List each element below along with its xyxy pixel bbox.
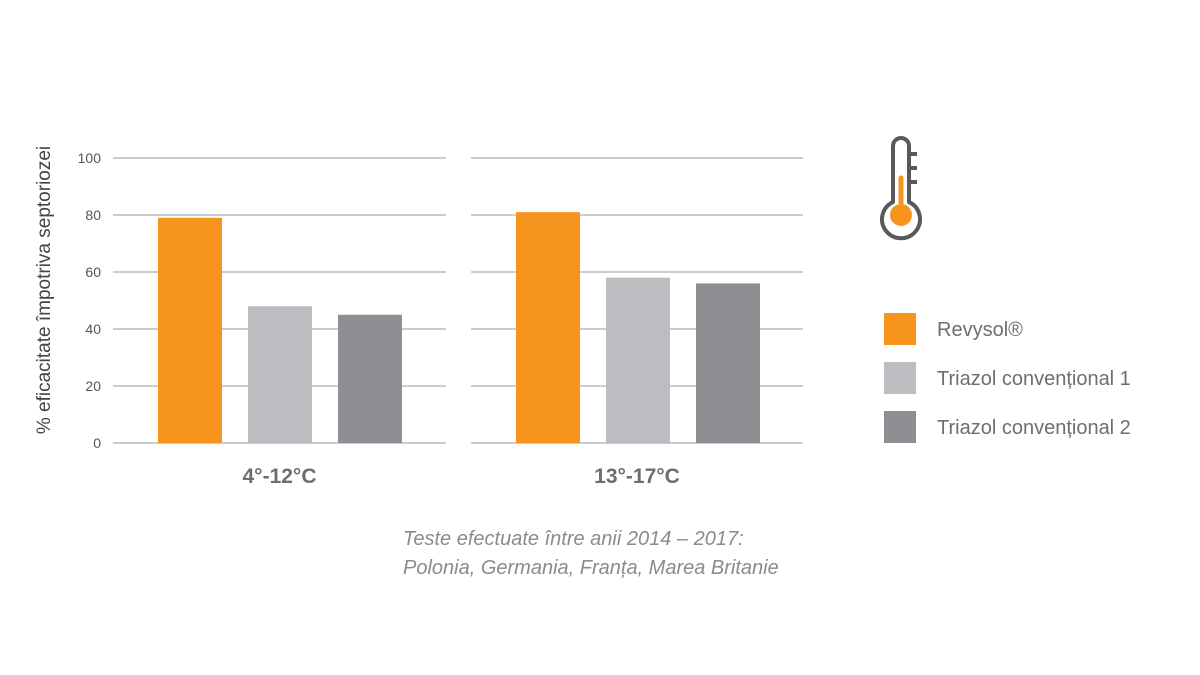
legend-swatch — [884, 362, 916, 394]
legend-label: Revysol® — [937, 319, 1023, 341]
bar — [248, 306, 312, 443]
y-tick-label: 80 — [85, 207, 101, 223]
y-tick-label: 60 — [85, 264, 101, 280]
category-label: 4°-12°C — [243, 465, 317, 488]
bar — [696, 283, 760, 443]
note-line-2: Polonia, Germania, Franța, Marea Britani… — [403, 557, 779, 579]
legend-label: Triazol convențional 2 — [937, 417, 1131, 439]
legend-swatch — [884, 411, 916, 443]
category-label: 13°-17°C — [594, 465, 680, 488]
bar — [606, 277, 670, 443]
y-tick-label: 0 — [93, 435, 101, 451]
chart-panels: 4°-12°C 13°-17°C — [113, 157, 803, 488]
y-tick-label: 20 — [85, 378, 101, 394]
y-tick-label: 100 — [78, 150, 102, 166]
bar — [158, 217, 222, 443]
bar — [516, 212, 580, 443]
legend-swatch — [884, 313, 916, 345]
note-line-1: Teste efectuate între anii 2014 – 2017: — [403, 528, 744, 550]
y-axis-title: % eficacitate împotriva septoriozei — [34, 146, 55, 434]
thermometer-icon — [880, 136, 922, 241]
y-tick-label: 40 — [85, 321, 101, 337]
legend-label: Triazol convențional 1 — [937, 368, 1131, 390]
legend: Revysol® Triazol convențional 1 Triazol co… — [884, 313, 1131, 443]
y-axis-ticks: 0 20 40 60 80 100 — [78, 150, 102, 451]
bar — [338, 314, 402, 443]
